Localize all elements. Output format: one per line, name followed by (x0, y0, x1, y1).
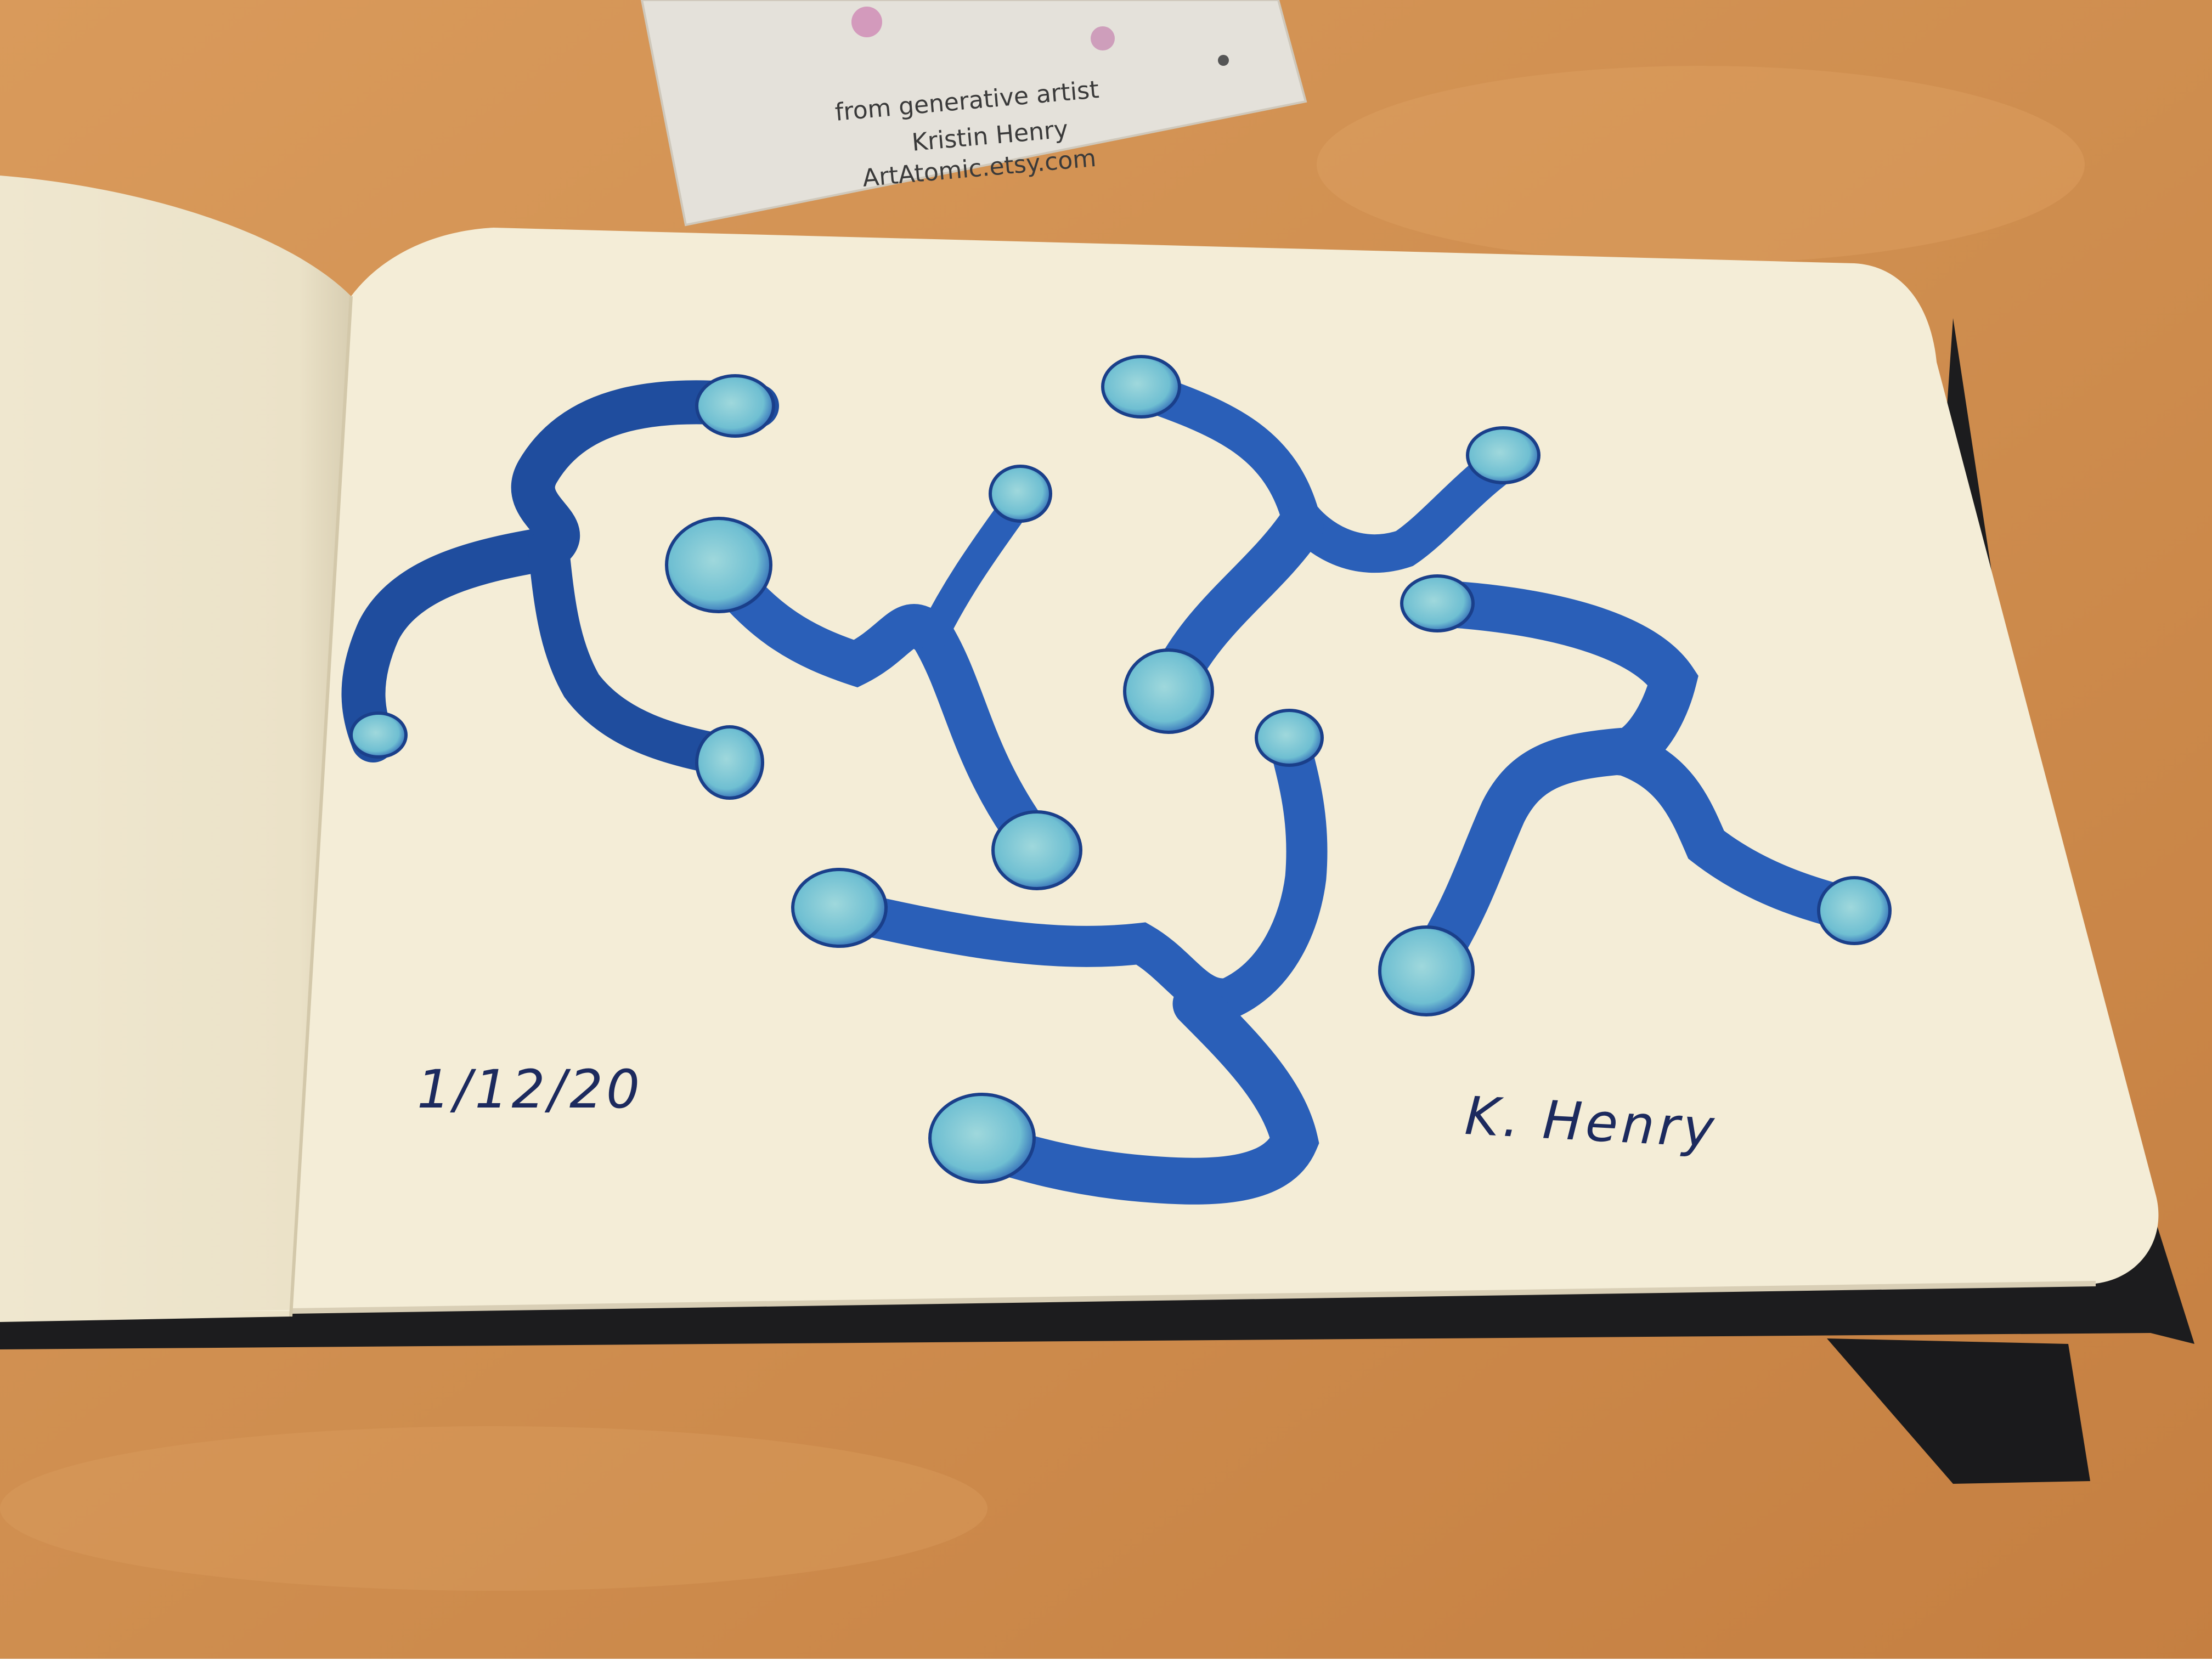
business-card (640, 0, 1307, 227)
right-page (219, 228, 2159, 1311)
date-inscription: 1/12/20 (417, 1059, 644, 1120)
elastic-band (1827, 1338, 2090, 1484)
left-page (0, 176, 351, 1322)
ink-drawing (341, 355, 1892, 1205)
artist-signature: K. Henry (1463, 1085, 1719, 1160)
